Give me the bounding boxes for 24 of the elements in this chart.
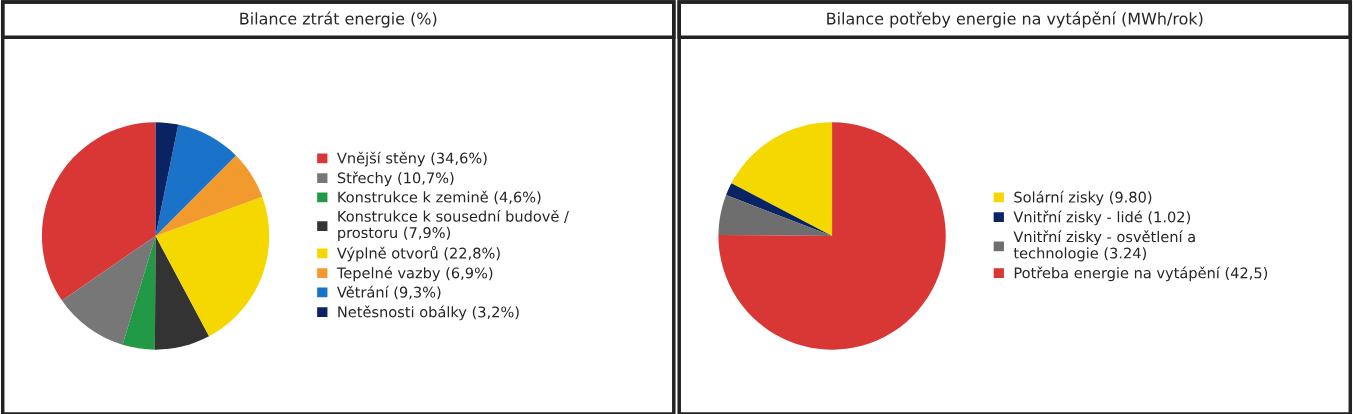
legend-label: Střechy (10,7%) (337, 171, 454, 187)
pie-slice (155, 155, 263, 236)
pie-slice (155, 196, 270, 337)
pie-slice (718, 195, 833, 236)
legend-label: Netěsnosti obálky (3,2%) (338, 305, 519, 321)
legend-label: Vnitřní zisky - osvětlení a technologie (3.24) (1013, 230, 1195, 262)
pie-slice (731, 122, 833, 236)
pie-slice (122, 235, 156, 350)
pie-slice (718, 122, 946, 350)
pie-slice (155, 124, 236, 236)
legend-label: Tepelné vazby (6,9%) (336, 266, 493, 282)
legend-label: Výplně otvorů (22,8%) (337, 246, 500, 262)
legend-label: Potřeba energie na vytápění (42,5) (1014, 266, 1268, 282)
legend-label: Větrání (9,3%) (337, 285, 441, 300)
legend-label: Solární zisky (9.80) (1014, 190, 1152, 206)
legend-label: Konstrukce k zemině (4,6%) (338, 190, 541, 205)
chart-title: Bilance ztrát energie (%) (240, 11, 437, 28)
chart-title: Bilance potřeby energie na vytápění (MWh/rok) (827, 11, 1203, 28)
legend-label: Vnitřní zisky - lidé (1.02) (1013, 210, 1190, 226)
legend-label: Vnější stěny (34,6%) (337, 151, 487, 167)
pie-slice (154, 235, 210, 350)
pie-slice (62, 235, 156, 345)
legend-label: Konstrukce k sousední budově / prostoru (7,9%) (338, 209, 569, 241)
pie-slice (41, 122, 156, 301)
